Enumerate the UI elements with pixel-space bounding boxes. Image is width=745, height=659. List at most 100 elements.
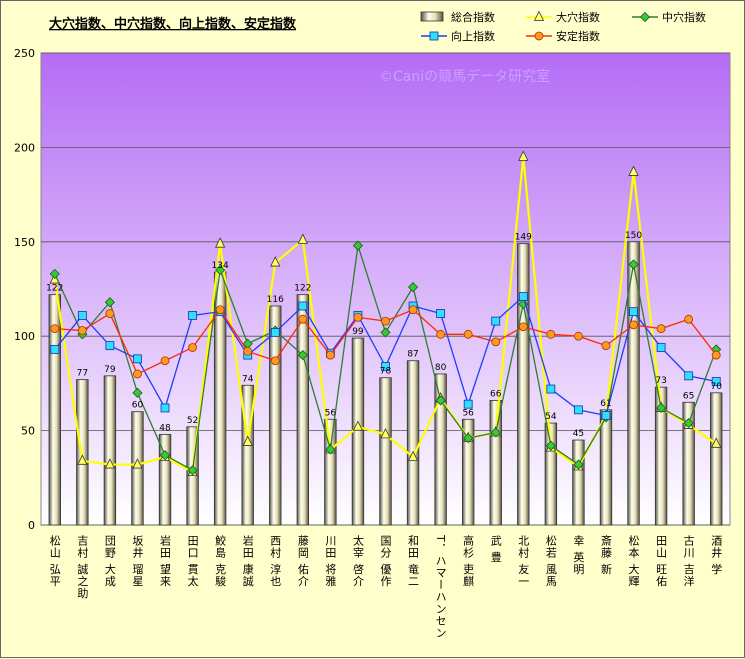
watermark-text: ©Caniの競馬データ研究室 (379, 68, 550, 85)
marker-diamond (407, 282, 419, 293)
category-label: 武 豊 (489, 535, 502, 564)
marker-circle (105, 309, 115, 318)
category-label: 松本 大輝 (627, 534, 640, 588)
marker-diamond (104, 297, 115, 308)
bar-total-index (269, 305, 282, 526)
data-label: 122 (46, 284, 63, 294)
bar-total-index (406, 360, 420, 526)
data-label: 56 (462, 408, 474, 418)
marker-triangle (711, 437, 722, 448)
data-label: 74 (242, 374, 254, 384)
data-label: 45 (573, 429, 584, 439)
marker-circle (711, 350, 721, 360)
marker-triangle (77, 454, 88, 465)
marker-circle (381, 316, 390, 326)
category-label: 岩田 望来 (159, 534, 172, 588)
marker-circle (463, 329, 473, 339)
data-label: 116 (267, 295, 284, 305)
marker-diamond (352, 240, 364, 251)
marker-circle (601, 341, 611, 351)
marker-triangle (352, 420, 364, 431)
bar-total-index (572, 439, 585, 526)
category-label: 太宰 啓介 (351, 535, 364, 588)
marker-diamond (325, 444, 336, 455)
legend-label: 総合指数 (451, 10, 495, 24)
data-label: 65 (683, 391, 694, 401)
marker-triangle (270, 256, 281, 267)
category-label: T．ハマーハンセン (434, 534, 447, 639)
marker-square (188, 311, 197, 320)
data-label: 48 (159, 423, 171, 433)
category-label: 吉村 誠之助 (76, 535, 89, 600)
data-label: 80 (435, 363, 447, 373)
marker-diamond (683, 417, 694, 429)
marker-circle (546, 329, 556, 339)
y-tick-label: 50 (21, 425, 35, 438)
data-label: 52 (187, 416, 198, 426)
category-label: 古川 吉洋 (682, 535, 695, 588)
marker-square (270, 328, 280, 337)
bar-total-index (48, 294, 61, 526)
data-label: 149 (515, 233, 532, 243)
legend-marker-diamond (639, 11, 651, 23)
marker-diamond (573, 459, 584, 470)
category-label: 鮫島 克駿 (214, 534, 227, 588)
chart-title: 大穴指数、中穴指数、向上指数、安定指数 (49, 16, 297, 32)
data-label: 61 (600, 399, 611, 409)
legend-label: 大穴指数 (556, 10, 600, 24)
marker-square (133, 354, 142, 364)
category-label: 斎藤 新 (599, 534, 612, 576)
legend-swatch-bar (420, 11, 444, 22)
marker-circle (298, 314, 308, 324)
marker-diamond (545, 440, 556, 451)
marker-square (160, 403, 170, 413)
category-label: 酒井 学 (710, 535, 723, 576)
bar-total-index (379, 377, 392, 526)
marker-square (105, 341, 115, 351)
bar-total-index (434, 373, 447, 526)
marker-triangle (214, 237, 226, 248)
marker-circle (436, 329, 446, 339)
legend-marker-triangle (533, 10, 545, 21)
marker-diamond (49, 268, 60, 279)
category-label: 和田 竜二 (407, 535, 420, 588)
data-label: 60 (132, 401, 144, 411)
data-label: 70 (710, 382, 722, 392)
category-label: 高杉 吏麒 (462, 534, 475, 588)
marker-square (381, 362, 390, 371)
marker-diamond (656, 402, 667, 414)
marker-square (656, 343, 666, 352)
data-label: 78 (380, 367, 392, 377)
marker-triangle (407, 450, 419, 461)
marker-square (601, 411, 611, 420)
marker-diamond (159, 450, 171, 461)
category-label: 坂井 瑠星 (131, 535, 144, 588)
marker-square (711, 377, 721, 386)
data-label: 87 (407, 350, 418, 360)
marker-circle (77, 326, 87, 335)
marker-triangle (628, 165, 639, 176)
bar-total-index (517, 243, 530, 526)
category-label: 藤岡 佑介 (296, 535, 309, 588)
category-label: 幸 英明 (572, 535, 585, 576)
category-label: 川田 将雅 (324, 535, 337, 588)
marker-diamond (215, 265, 226, 276)
marker-circle (491, 337, 501, 347)
y-tick-label: 250 (14, 47, 35, 60)
data-label: 73 (655, 376, 666, 386)
bar-total-index (158, 433, 172, 526)
marker-circle (518, 322, 528, 332)
marker-square (491, 316, 501, 326)
bar-total-index (489, 399, 502, 526)
bar-total-index (324, 418, 337, 526)
marker-diamond (490, 427, 501, 438)
marker-circle (188, 343, 197, 352)
data-label: 99 (352, 327, 364, 337)
marker-diamond (628, 259, 639, 270)
category-label: 北村 友一 (517, 535, 530, 588)
bar-total-index (103, 375, 117, 526)
marker-square (298, 301, 308, 311)
bar-total-index (241, 384, 254, 526)
